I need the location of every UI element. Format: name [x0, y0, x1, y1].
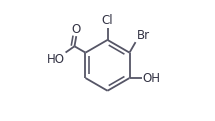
Text: O: O	[71, 23, 81, 36]
Text: OH: OH	[142, 72, 160, 85]
Text: Cl: Cl	[102, 14, 113, 27]
Text: HO: HO	[47, 53, 65, 66]
Text: Br: Br	[137, 29, 150, 42]
